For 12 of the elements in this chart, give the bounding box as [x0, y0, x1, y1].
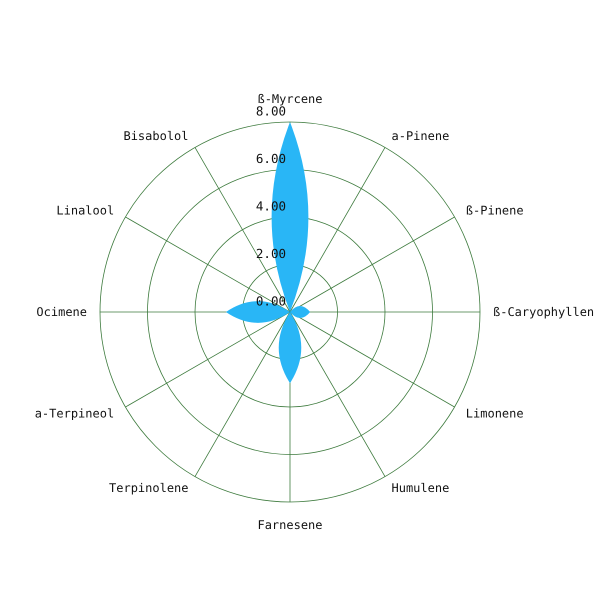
spoke-label: Farnesene — [257, 518, 323, 532]
spoke-label: a-Terpineol — [34, 406, 114, 420]
spoke-label: Humulene — [392, 480, 450, 495]
spoke-label: a-Pinene — [392, 129, 450, 144]
spoke-label: Bisabolol — [123, 129, 188, 144]
spoke-label: Terpinolene — [109, 480, 188, 495]
spoke-label: ß-Pinene — [466, 204, 524, 218]
spoke-label: Limonene — [466, 406, 524, 420]
spoke-label: Ocimene — [36, 305, 87, 319]
spoke-label: ß-Myrcene — [257, 92, 323, 106]
spoke-label: ß-Caryophyllen — [493, 305, 594, 319]
spoke-label: Linalool — [56, 204, 114, 218]
